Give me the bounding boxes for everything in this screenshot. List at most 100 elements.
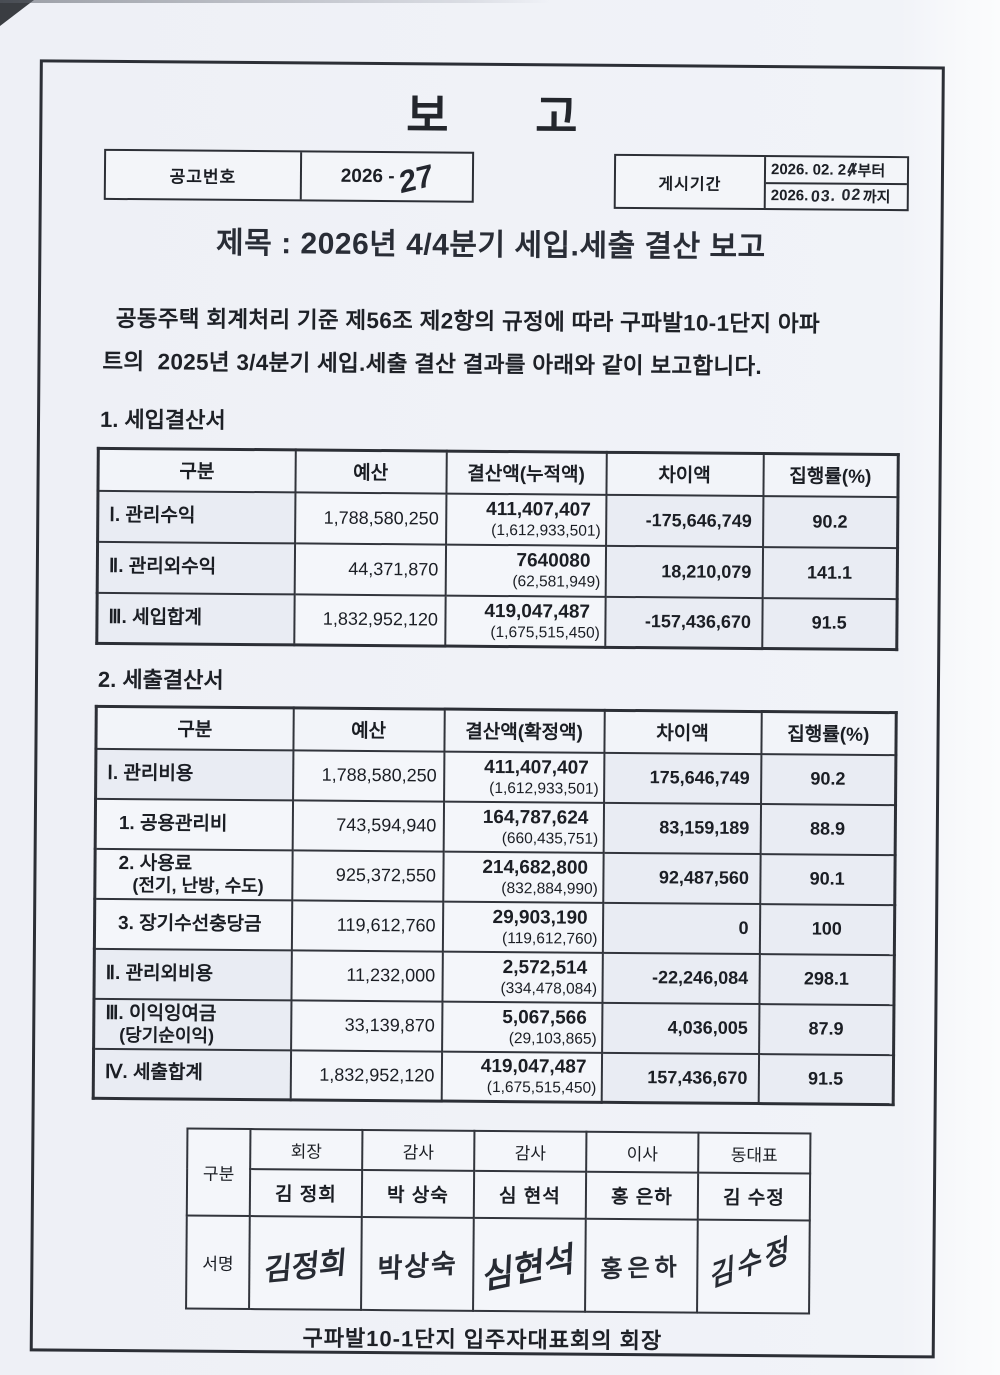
- row-label-cell: Ⅲ. 이익잉여금 (당기순이익): [93, 998, 291, 1050]
- table-row: Ⅰ. 관리수익 1,788,580,250 411,407,407 (1,612…: [97, 490, 898, 548]
- row-label: Ⅲ. 이익잉여금: [105, 1002, 217, 1025]
- settled-cumulative: (334,478,084): [500, 979, 598, 998]
- col-header-budget: 예산: [292, 707, 445, 752]
- names-row: 김 정희 박 상숙 심 현석 홍 은하 김 수정: [187, 1169, 811, 1221]
- row-label-cell: Ⅰ. 관리비용: [95, 748, 293, 800]
- settled-amount: 5,067,566: [502, 1006, 587, 1029]
- settled-amount: 214,682,800: [482, 856, 589, 879]
- budget-cell: 11,232,000: [290, 949, 443, 1002]
- settled-cumulative: (62,581,949): [512, 573, 601, 591]
- row-label-cell: Ⅰ. 관리수익: [97, 490, 295, 543]
- notice-number-box: 공고번호 2026 - 27: [103, 148, 475, 203]
- rate-cell: 88.9: [760, 803, 896, 855]
- row-label-cell: Ⅲ. 세입합계: [96, 592, 295, 645]
- table-row: 3. 장기수선충당금 119,612,760 29,903,190 (119,6…: [94, 898, 895, 955]
- budget-cell: 119,612,760: [291, 899, 443, 952]
- budget-cell: 1,788,580,250: [294, 491, 446, 545]
- settled-cumulative: (1,675,515,450): [486, 1079, 597, 1098]
- settled-cell: 411,407,407 (1,612,933,501): [443, 751, 604, 803]
- row-label: 2. 사용료: [118, 852, 193, 875]
- budget-cell: 1,832,952,120: [290, 1049, 442, 1102]
- row-label: 1. 공용관리비: [118, 812, 228, 835]
- revenue-table: 구분 예산 결산액(누적액) 차이액 집행률(%) Ⅰ. 관리수익 1,788,…: [95, 446, 900, 652]
- report-subject: 제목 : 2026년 4/4분기 세입.세출 결산 보고: [215, 226, 766, 265]
- settled-cell: 419,047,487 (1,675,515,450): [444, 595, 606, 648]
- period-to-handwritten: 03. 02: [809, 186, 862, 206]
- signature-cell: 박상숙: [361, 1216, 474, 1311]
- row-label: Ⅲ. 세입합계: [108, 606, 203, 629]
- settled-cumulative: (1,612,933,501): [489, 779, 599, 798]
- row-label: Ⅰ. 관리수익: [109, 504, 196, 527]
- settled-cell: 29,903,190 (119,612,760): [442, 901, 603, 953]
- table-row: Ⅰ. 관리비용 1,788,580,250 411,407,407 (1,612…: [95, 748, 896, 805]
- rate-cell: 90.1: [759, 853, 896, 905]
- row-sublabel: (당기순이익): [119, 1024, 215, 1046]
- role-cell: 감사: [474, 1130, 587, 1172]
- diff-cell: 175,646,749: [603, 752, 761, 804]
- settled-amount: 419,047,487: [480, 1056, 587, 1078]
- table-row: 2. 사용료 (전기, 난방, 수도) 925,372,550 214,682,…: [94, 848, 896, 905]
- diff-cell: -157,436,670: [604, 596, 763, 649]
- diff-cell: 157,436,670: [601, 1052, 759, 1104]
- revenue-section-heading: 1. 세입결산서: [99, 406, 226, 433]
- table-row: 1. 공용관리비 743,594,940 164,787,624 (660,43…: [95, 798, 896, 855]
- diff-cell: -175,646,749: [605, 494, 763, 547]
- row-label-cell: 2. 사용료 (전기, 난방, 수도): [94, 848, 293, 900]
- table-row: Ⅲ. 세입합계 1,832,952,120 419,047,487 (1,675…: [96, 592, 898, 650]
- revenue-header-row: 구분 예산 결산액(누적액) 차이액 집행률(%): [97, 448, 899, 497]
- col-header-rate: 집행률(%): [762, 453, 899, 497]
- handwritten-signature: 김수정: [710, 1230, 793, 1294]
- rate-cell: 141.1: [762, 546, 898, 599]
- signature-cell: 김수정: [697, 1219, 810, 1314]
- diff-cell: 0: [602, 902, 760, 954]
- diff-cell: -22,246,084: [601, 952, 760, 1004]
- row-label: Ⅳ. 세출합계: [104, 1062, 203, 1084]
- diff-cell: 83,159,189: [603, 802, 761, 854]
- col-header-settled: 결산액(확정액): [443, 709, 605, 753]
- table-row: Ⅱ. 관리외수익 44,371,870 7640080 (62,581,949)…: [97, 541, 898, 599]
- row-sublabel: (전기, 난방, 수도): [132, 874, 264, 896]
- posting-period-box: 게시기간 2026. 02. 2 4 부터 2026. 03. 02 까지: [613, 153, 910, 212]
- row-label-cell: 1. 공용관리비: [95, 798, 293, 850]
- period-from-printed: 2026. 02. 2: [770, 160, 847, 179]
- settled-cumulative: (119,612,760): [502, 929, 598, 948]
- period-to-printed: 2026.: [770, 187, 809, 205]
- settled-cumulative: (1,612,933,501): [491, 521, 601, 540]
- name-cell: 김 수정: [697, 1172, 811, 1221]
- period-from-date: 2026. 02. 2 4 부터: [765, 157, 908, 185]
- settled-cumulative: (832,884,990): [501, 879, 598, 898]
- settled-cell: 419,047,487 (1,675,515,450): [441, 1051, 602, 1103]
- settled-amount: 7640080: [516, 550, 591, 572]
- name-cell: 김 정희: [249, 1169, 363, 1217]
- settled-cell: 7640080 (62,581,949): [445, 544, 606, 597]
- sign-table-corner: 구분: [186, 1128, 251, 1217]
- handwritten-signature: 박상숙: [376, 1248, 458, 1285]
- budget-cell: 44,371,870: [294, 542, 446, 596]
- table-row: Ⅱ. 관리외비용 11,232,000 2,572,514 (334,478,0…: [93, 948, 895, 1005]
- settled-cell: 2,572,514 (334,478,084): [441, 951, 603, 1003]
- diff-cell: 92,487,560: [602, 852, 761, 904]
- table-row: Ⅲ. 이익잉여금 (당기순이익) 33,139,870 5,067,566 (2…: [93, 998, 894, 1055]
- settled-amount: 419,047,487: [484, 600, 591, 623]
- settled-cumulative: (1,675,515,450): [490, 623, 600, 642]
- table-row: Ⅳ. 세출합계 1,832,952,120 419,047,487 (1,675…: [93, 1048, 894, 1105]
- settled-cumulative: (29,103,865): [508, 1029, 597, 1048]
- handwritten-signature: 김정희: [262, 1245, 348, 1288]
- budget-cell: 33,139,870: [290, 999, 442, 1052]
- col-header-rate: 집행률(%): [760, 711, 897, 755]
- settled-cumulative: (660,435,751): [501, 829, 599, 848]
- diff-cell: 18,210,079: [605, 545, 763, 598]
- row-label-cell: 3. 장기수선충당금: [94, 898, 292, 950]
- notice-number-printed: 2026 -: [340, 165, 395, 187]
- settled-cell: 5,067,566 (29,103,865): [441, 1001, 602, 1053]
- role-cell: 동대표: [698, 1132, 811, 1174]
- settled-cell: 164,787,624 (660,435,751): [443, 801, 604, 853]
- budget-cell: 1,788,580,250: [292, 749, 444, 802]
- report-body: 공동주택 회계처리 기준 제56조 제2항의 규정에 따라 구파발10-1단지 …: [102, 297, 873, 389]
- role-cell: 감사: [362, 1129, 475, 1171]
- col-header-settled: 결산액(누적액): [445, 451, 607, 495]
- period-to-suffix: 까지: [862, 189, 891, 207]
- signatures-row: 서명 김정희 박상숙 심현석 홍은하 김수정: [186, 1215, 810, 1314]
